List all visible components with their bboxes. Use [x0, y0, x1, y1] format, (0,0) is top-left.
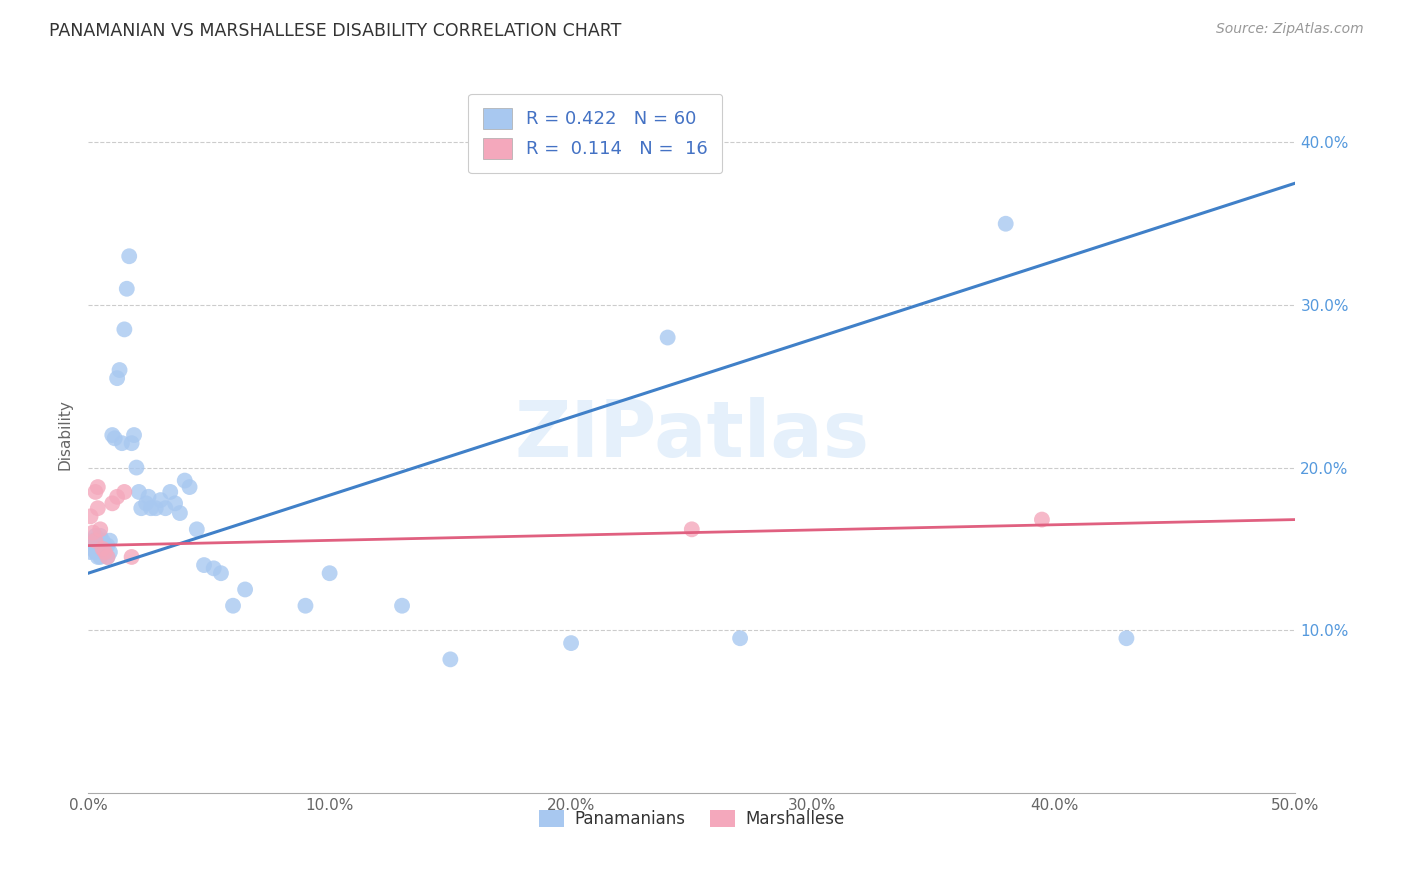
- Point: [122, 428, 145, 442]
- Point: [105, 490, 128, 504]
- Point: [202, 561, 225, 575]
- Point: [84, 485, 107, 500]
- Point: [101, 496, 124, 510]
- Point: [94, 545, 117, 559]
- Point: [186, 522, 208, 536]
- Point: [121, 436, 143, 450]
- Point: [82, 525, 104, 540]
- Point: [391, 599, 413, 613]
- Legend: Panamanians, Marshallese: Panamanians, Marshallese: [533, 803, 851, 834]
- Point: [155, 501, 177, 516]
- Point: [111, 436, 134, 450]
- Point: [1115, 632, 1137, 646]
- Point: [82, 541, 104, 556]
- Point: [91, 533, 114, 548]
- Point: [165, 496, 187, 510]
- Point: [79, 539, 101, 553]
- Point: [84, 529, 107, 543]
- Point: [169, 506, 191, 520]
- Point: [994, 217, 1017, 231]
- Point: [129, 501, 152, 516]
- Point: [98, 545, 121, 559]
- Point: [145, 501, 167, 516]
- Point: [193, 558, 215, 573]
- Point: [121, 549, 143, 564]
- Point: [115, 282, 138, 296]
- Point: [101, 428, 124, 442]
- Text: Source: ZipAtlas.com: Source: ZipAtlas.com: [1216, 22, 1364, 37]
- Point: [87, 549, 110, 564]
- Point: [96, 549, 118, 564]
- Point: [84, 545, 107, 559]
- Point: [1031, 512, 1053, 526]
- Point: [89, 522, 111, 536]
- Point: [681, 522, 703, 536]
- Point: [233, 582, 256, 597]
- Point: [657, 330, 679, 344]
- Point: [91, 541, 114, 556]
- Point: [128, 485, 150, 500]
- Point: [87, 480, 110, 494]
- Point: [125, 460, 148, 475]
- Point: [728, 632, 751, 646]
- Point: [135, 496, 157, 510]
- Point: [87, 541, 110, 556]
- Point: [104, 431, 127, 445]
- Point: [94, 545, 117, 559]
- Point: [79, 545, 101, 559]
- Y-axis label: Disability: Disability: [58, 400, 72, 470]
- Point: [87, 533, 110, 548]
- Point: [84, 533, 107, 548]
- Point: [294, 599, 316, 613]
- Point: [159, 485, 181, 500]
- Point: [89, 549, 111, 564]
- Point: [105, 371, 128, 385]
- Point: [84, 539, 107, 553]
- Point: [222, 599, 245, 613]
- Point: [149, 493, 172, 508]
- Point: [89, 539, 111, 553]
- Point: [96, 549, 118, 564]
- Point: [82, 533, 104, 548]
- Point: [179, 480, 201, 494]
- Point: [98, 533, 121, 548]
- Point: [138, 490, 160, 504]
- Text: PANAMANIAN VS MARSHALLESE DISABILITY CORRELATION CHART: PANAMANIAN VS MARSHALLESE DISABILITY COR…: [49, 22, 621, 40]
- Point: [108, 363, 131, 377]
- Point: [118, 249, 141, 263]
- Point: [209, 566, 232, 581]
- Point: [112, 485, 135, 500]
- Point: [87, 501, 110, 516]
- Point: [318, 566, 340, 581]
- Text: ZIPatlas: ZIPatlas: [515, 397, 869, 473]
- Point: [439, 652, 461, 666]
- Point: [96, 539, 118, 553]
- Point: [112, 322, 135, 336]
- Point: [94, 539, 117, 553]
- Point: [139, 501, 162, 516]
- Point: [79, 509, 101, 524]
- Point: [91, 545, 114, 559]
- Point: [173, 474, 195, 488]
- Point: [560, 636, 582, 650]
- Point: [89, 529, 111, 543]
